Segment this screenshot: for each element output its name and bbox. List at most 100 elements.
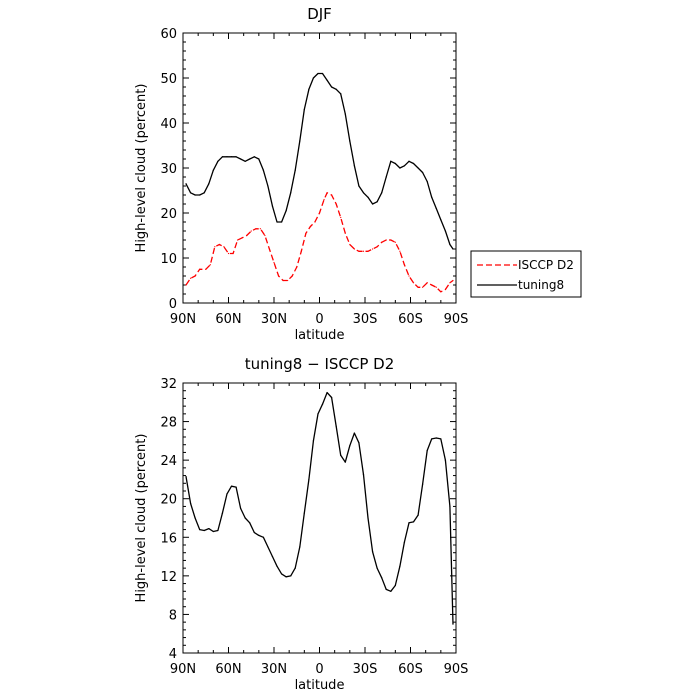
data-point: [308, 88, 310, 90]
data-point: [417, 514, 419, 516]
data-point: [199, 268, 201, 270]
y-tick-label: 50: [160, 72, 177, 87]
data-point: [385, 239, 387, 241]
data-point: [241, 237, 243, 239]
data-point: [314, 221, 316, 223]
data-point: [227, 252, 230, 255]
data-point: [440, 438, 442, 440]
data-point: [371, 551, 374, 553]
data-point: [358, 442, 360, 444]
data-point: [417, 286, 419, 288]
x-tick-label: 90N: [170, 662, 196, 677]
data-point: [246, 234, 248, 237]
data-point: [255, 228, 257, 230]
chart-panel-2: 90N 60N 30N 0 30S 60S 90S 4 8 12 16 20 24 28 32 tuning8…: [134, 355, 468, 693]
data-point: [321, 403, 324, 405]
data-point: [280, 573, 283, 575]
y-axis-label: High-level cloud (percent): [134, 84, 149, 253]
x-tick-label: 60S: [398, 312, 423, 327]
data-point: [362, 250, 365, 252]
data-point: [317, 413, 319, 415]
y-tick-label: 20: [160, 493, 177, 508]
data-point: [294, 567, 296, 569]
y-tick-label: 32: [160, 377, 177, 392]
data-point: [358, 250, 360, 252]
data-point: [214, 246, 216, 248]
data-point: [326, 192, 328, 194]
data-point: [340, 454, 342, 456]
data-point: [240, 507, 242, 509]
y-tick-label: 24: [160, 454, 177, 469]
data-point: [426, 449, 428, 452]
data-point: [217, 529, 219, 532]
data-point: [296, 266, 298, 268]
y-tick-label: 40: [160, 117, 177, 132]
data-point: [276, 221, 278, 223]
chart-title: tuning8 − ISCCP D2: [245, 355, 395, 373]
x-tick-label: 0: [315, 312, 323, 327]
data-point: [205, 268, 207, 270]
x-tick-label: 30S: [353, 312, 378, 327]
y-tick-label: 20: [160, 207, 177, 222]
x-tick-label: 30S: [353, 662, 378, 677]
data-point: [271, 555, 274, 558]
data-point: [189, 192, 192, 194]
data-point: [237, 239, 239, 241]
data-point: [422, 286, 424, 288]
data-point: [203, 192, 205, 194]
data-point: [299, 140, 301, 142]
data-point: [349, 445, 351, 447]
data-point: [344, 461, 346, 463]
legend-box: [470, 250, 582, 298]
data-point: [394, 241, 396, 243]
data-point: [440, 219, 442, 221]
data-point: [353, 248, 355, 250]
y-axis-label: High-level cloud (percent): [134, 434, 149, 603]
data-point: [244, 160, 246, 162]
data-point: [221, 512, 224, 514]
data-point: [300, 250, 302, 252]
data-point: [362, 192, 365, 194]
y-tick-label: 16: [160, 531, 177, 546]
data-point: [185, 183, 187, 185]
data-point: [444, 230, 446, 232]
data-point: [344, 113, 346, 115]
data-point: [435, 207, 437, 210]
y-tick-label: 60: [160, 27, 177, 42]
data-point: [209, 264, 211, 266]
data-point: [305, 232, 307, 234]
data-point: [326, 79, 328, 81]
data-point: [422, 171, 424, 174]
data-point: [194, 275, 196, 277]
data-point: [189, 502, 192, 505]
data-point: [290, 192, 292, 194]
data-point: [276, 565, 278, 567]
data-point: [435, 286, 437, 288]
data-point: [376, 567, 378, 569]
data-point: [412, 162, 415, 165]
x-tick-label: 30N: [261, 312, 287, 327]
data-point: [426, 180, 428, 183]
data-point: [340, 216, 342, 219]
data-point: [189, 277, 192, 279]
data-point: [282, 279, 284, 282]
data-point: [208, 183, 210, 185]
data-point: [249, 522, 251, 524]
y-tick-label: 12: [160, 570, 177, 585]
data-point: [367, 250, 369, 252]
data-point: [394, 162, 396, 165]
data-point: [403, 264, 406, 266]
plot-frame: [182, 382, 457, 654]
data-point: [264, 234, 266, 237]
series-line-2-1: [185, 391, 454, 625]
data-point: [273, 261, 275, 264]
data-point: [312, 440, 315, 442]
data-point: [268, 248, 271, 250]
data-point: [431, 196, 433, 198]
data-point: [235, 486, 237, 488]
data-point: [408, 522, 410, 524]
data-point: [371, 248, 374, 250]
x-tick-label: 60N: [215, 662, 241, 677]
data-point: [318, 212, 321, 214]
data-point: [303, 512, 305, 514]
